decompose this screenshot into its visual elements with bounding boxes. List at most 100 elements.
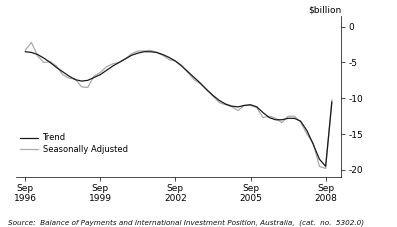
Seasonally Adjusted bbox=[185, 71, 190, 74]
Trend bbox=[92, 76, 96, 79]
Trend bbox=[311, 143, 316, 146]
Line: Seasonally Adjusted: Seasonally Adjusted bbox=[25, 42, 332, 168]
Seasonally Adjusted bbox=[248, 104, 253, 107]
Trend bbox=[298, 120, 303, 123]
Seasonally Adjusted bbox=[179, 64, 184, 67]
Seasonally Adjusted bbox=[330, 98, 334, 101]
Seasonally Adjusted bbox=[292, 115, 297, 118]
Trend bbox=[42, 57, 46, 59]
Trend bbox=[79, 80, 84, 82]
Seasonally Adjusted bbox=[142, 50, 146, 52]
Seasonally Adjusted bbox=[129, 52, 134, 55]
Trend bbox=[198, 82, 203, 85]
Seasonally Adjusted bbox=[173, 60, 178, 62]
Trend bbox=[204, 88, 209, 91]
Seasonally Adjusted bbox=[104, 65, 109, 68]
Seasonally Adjusted bbox=[154, 51, 159, 54]
Seasonally Adjusted bbox=[210, 95, 215, 97]
Trend bbox=[179, 65, 184, 67]
Trend bbox=[135, 52, 140, 54]
Trend bbox=[23, 50, 27, 53]
Trend bbox=[29, 51, 34, 54]
Seasonally Adjusted bbox=[42, 61, 46, 64]
Seasonally Adjusted bbox=[223, 103, 228, 106]
Trend bbox=[223, 103, 228, 105]
Trend bbox=[35, 53, 40, 56]
Trend bbox=[279, 118, 284, 121]
Trend bbox=[210, 94, 215, 97]
Legend: Trend, Seasonally Adjusted: Trend, Seasonally Adjusted bbox=[20, 133, 127, 153]
Trend bbox=[117, 61, 121, 64]
Trend bbox=[242, 104, 247, 107]
Trend bbox=[123, 57, 128, 60]
Seasonally Adjusted bbox=[279, 121, 284, 124]
Seasonally Adjusted bbox=[67, 77, 71, 80]
Trend bbox=[304, 129, 309, 132]
Seasonally Adjusted bbox=[273, 117, 278, 120]
Seasonally Adjusted bbox=[286, 115, 291, 118]
Trend bbox=[167, 56, 172, 59]
Trend bbox=[110, 65, 115, 67]
Seasonally Adjusted bbox=[204, 88, 209, 91]
Seasonally Adjusted bbox=[242, 104, 247, 107]
Seasonally Adjusted bbox=[35, 55, 40, 57]
Trend bbox=[254, 106, 259, 108]
Trend bbox=[104, 69, 109, 72]
Seasonally Adjusted bbox=[160, 54, 165, 57]
Trend bbox=[67, 75, 71, 77]
Trend bbox=[267, 116, 272, 119]
Trend bbox=[292, 117, 297, 120]
Seasonally Adjusted bbox=[85, 86, 90, 89]
Seasonally Adjusted bbox=[54, 65, 59, 67]
Trend bbox=[160, 53, 165, 56]
Trend bbox=[48, 61, 52, 64]
Trend bbox=[54, 66, 59, 69]
Seasonally Adjusted bbox=[98, 71, 103, 74]
Text: $billion: $billion bbox=[308, 5, 341, 14]
Trend bbox=[248, 103, 253, 106]
Seasonally Adjusted bbox=[229, 106, 234, 108]
Trend bbox=[73, 78, 77, 81]
Trend bbox=[154, 51, 159, 54]
Seasonally Adjusted bbox=[304, 133, 309, 136]
Trend bbox=[286, 117, 291, 120]
Trend bbox=[330, 101, 334, 103]
Seasonally Adjusted bbox=[298, 121, 303, 123]
Trend bbox=[235, 106, 240, 108]
Trend bbox=[317, 158, 322, 160]
Seasonally Adjusted bbox=[254, 106, 259, 109]
Trend bbox=[142, 50, 146, 53]
Seasonally Adjusted bbox=[267, 115, 272, 118]
Seasonally Adjusted bbox=[123, 57, 128, 60]
Seasonally Adjusted bbox=[217, 101, 222, 104]
Seasonally Adjusted bbox=[23, 49, 27, 52]
Seasonally Adjusted bbox=[311, 141, 316, 144]
Seasonally Adjusted bbox=[117, 61, 121, 64]
Trend bbox=[98, 73, 103, 76]
Seasonally Adjusted bbox=[167, 58, 172, 61]
Seasonally Adjusted bbox=[235, 109, 240, 112]
Line: Trend: Trend bbox=[25, 52, 332, 166]
Trend bbox=[261, 111, 266, 114]
Seasonally Adjusted bbox=[198, 83, 203, 85]
Seasonally Adjusted bbox=[323, 167, 328, 170]
Trend bbox=[173, 60, 178, 62]
Trend bbox=[229, 105, 234, 108]
Seasonally Adjusted bbox=[148, 49, 153, 52]
Trend bbox=[273, 118, 278, 121]
Trend bbox=[185, 70, 190, 73]
Seasonally Adjusted bbox=[48, 60, 52, 63]
Seasonally Adjusted bbox=[135, 50, 140, 52]
Seasonally Adjusted bbox=[110, 62, 115, 65]
Seasonally Adjusted bbox=[317, 165, 322, 168]
Seasonally Adjusted bbox=[60, 73, 65, 76]
Seasonally Adjusted bbox=[73, 78, 77, 80]
Text: Source:  Balance of Payments and International Investment Position, Australia,  : Source: Balance of Payments and Internat… bbox=[8, 219, 364, 226]
Trend bbox=[323, 165, 328, 168]
Trend bbox=[148, 50, 153, 53]
Seasonally Adjusted bbox=[92, 75, 96, 77]
Trend bbox=[85, 79, 90, 82]
Trend bbox=[129, 54, 134, 57]
Seasonally Adjusted bbox=[261, 116, 266, 119]
Trend bbox=[217, 99, 222, 102]
